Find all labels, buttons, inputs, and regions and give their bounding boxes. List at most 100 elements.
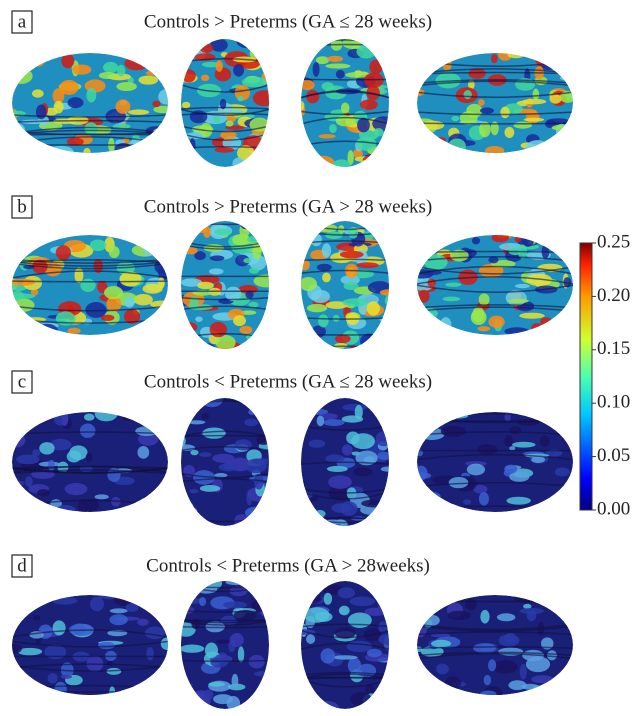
surface-pattern — [33, 615, 40, 621]
surface-pattern — [137, 446, 149, 459]
surface-pattern — [328, 475, 352, 489]
surface-pattern — [35, 324, 59, 339]
surface-pattern — [292, 580, 314, 590]
colorbar-tick-label: 0.00 — [597, 498, 630, 519]
surface-pattern — [327, 466, 348, 472]
surface-pattern — [54, 101, 64, 114]
surface-pattern — [144, 63, 160, 67]
surface-pattern — [239, 326, 252, 334]
surface-pattern — [252, 158, 264, 164]
surface-pattern — [5, 498, 22, 512]
surface-pattern — [6, 493, 20, 500]
surface-pattern — [380, 216, 387, 227]
surface-pattern — [504, 327, 529, 335]
surface-pattern — [341, 102, 350, 113]
surface-pattern — [9, 298, 35, 312]
surface-pattern — [309, 440, 326, 448]
surface-pattern — [245, 459, 267, 473]
panel-label: a — [18, 11, 27, 32]
surface-pattern — [514, 237, 521, 243]
surface-pattern — [245, 507, 267, 519]
surface-pattern — [297, 579, 321, 587]
surface-pattern — [546, 503, 555, 511]
surface-pattern — [214, 147, 234, 152]
surface-pattern — [478, 326, 491, 331]
surface-pattern — [376, 586, 396, 599]
surface-pattern — [411, 269, 434, 279]
surface-pattern — [216, 60, 223, 72]
surface-pattern — [410, 67, 429, 81]
surface-pattern — [109, 246, 120, 258]
brain-view — [171, 577, 277, 711]
surface-pattern — [146, 647, 154, 660]
surface-pattern — [253, 90, 276, 106]
surface-pattern — [478, 99, 485, 106]
surface-pattern — [533, 685, 541, 689]
surface-pattern — [216, 335, 236, 350]
surface-pattern — [154, 317, 170, 331]
surface-pattern — [233, 64, 244, 77]
surface-pattern — [348, 658, 361, 674]
surface-pattern — [225, 579, 246, 585]
surface-pattern — [551, 324, 576, 337]
surface-pattern — [25, 476, 33, 487]
surface-pattern — [447, 611, 470, 620]
surface-pattern — [121, 416, 145, 421]
surface-pattern — [332, 159, 350, 171]
surface-pattern — [223, 601, 247, 608]
surface-pattern — [254, 671, 272, 676]
brain-view — [290, 579, 400, 711]
surface-pattern — [377, 452, 391, 460]
surface-pattern — [4, 313, 24, 320]
surface-pattern — [307, 513, 318, 527]
surface-pattern — [203, 226, 211, 238]
surface-pattern — [6, 51, 20, 56]
surface-pattern — [420, 238, 443, 245]
surface-pattern — [472, 307, 484, 322]
surface-pattern — [376, 336, 388, 346]
surface-pattern — [143, 243, 157, 256]
surface-pattern — [151, 49, 160, 58]
surface-pattern — [380, 37, 389, 51]
surface-pattern — [176, 606, 194, 614]
surface-pattern — [370, 34, 395, 46]
surface-pattern — [54, 682, 66, 697]
surface-pattern — [186, 220, 194, 232]
surface-pattern — [448, 138, 466, 153]
surface-pattern — [299, 481, 305, 490]
surface-pattern — [566, 73, 572, 78]
surface-pattern — [422, 492, 441, 502]
surface-pattern — [189, 138, 195, 153]
surface-pattern — [238, 646, 245, 662]
surface-pattern — [323, 419, 345, 426]
surface-pattern — [128, 109, 149, 115]
surface-pattern — [508, 51, 525, 58]
surface-pattern — [9, 598, 35, 613]
surface-pattern — [427, 278, 435, 287]
surface-pattern — [484, 675, 492, 685]
surface-pattern — [230, 633, 244, 647]
surface-pattern — [311, 233, 322, 246]
surface-pattern — [260, 46, 270, 50]
surface-pattern — [508, 299, 529, 303]
surface-pattern — [560, 75, 583, 81]
surface-pattern — [248, 409, 256, 415]
surface-pattern — [327, 56, 343, 62]
surface-pattern — [369, 60, 382, 74]
brain-view — [412, 589, 573, 701]
brain-view — [1, 49, 174, 159]
surface-pattern — [531, 323, 543, 335]
panel-title: Controls < Preterms (GA ≤ 28 weeks) — [144, 371, 432, 392]
surface-pattern — [126, 603, 139, 612]
surface-pattern — [60, 675, 72, 679]
brain-view — [299, 398, 394, 529]
surface-pattern — [72, 64, 91, 74]
surface-pattern — [14, 599, 25, 610]
surface-pattern — [441, 426, 466, 437]
surface-pattern — [235, 439, 252, 450]
surface-pattern — [246, 35, 254, 46]
surface-pattern — [375, 399, 387, 409]
surface-pattern — [152, 101, 160, 108]
surface-pattern — [313, 34, 323, 45]
